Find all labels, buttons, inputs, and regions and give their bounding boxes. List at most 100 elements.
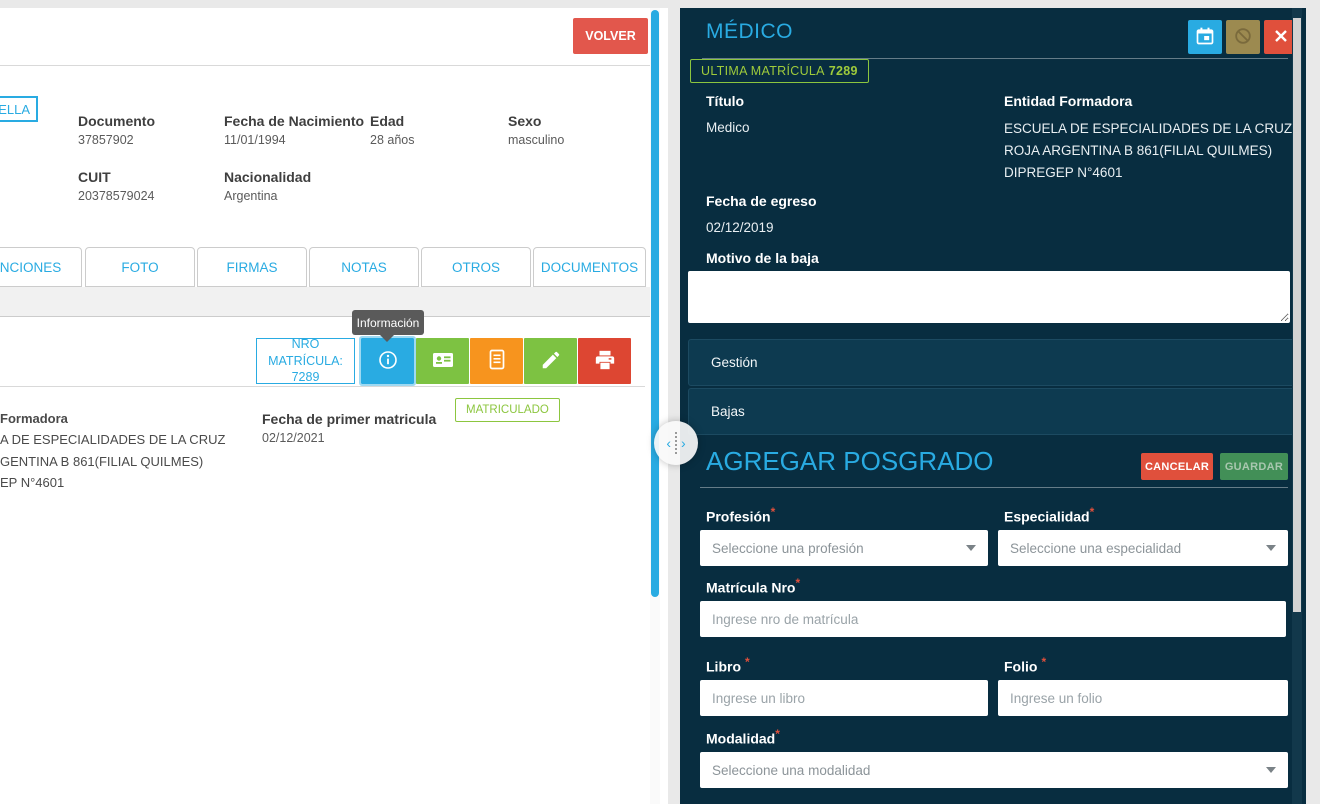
libro-input[interactable] <box>700 680 988 716</box>
pencil-icon <box>540 349 562 374</box>
entidad-lines: ESCUELA DE ESPECIALIDADES DE LA CRUZ ROJ… <box>1004 118 1292 184</box>
title-divider <box>702 58 1288 59</box>
caret-down-icon <box>1266 545 1276 551</box>
profesion-label: Profesión* <box>706 505 776 525</box>
calendar-icon <box>1195 26 1215 49</box>
documento-button[interactable] <box>470 338 523 384</box>
caret-down-icon <box>1266 767 1276 773</box>
entidad-line: ROJA ARGENTINA B 861(FILIAL QUILMES) <box>1004 143 1273 158</box>
matricula-input[interactable] <box>700 601 1286 637</box>
especialidad-select[interactable]: Seleccione una especialidad <box>998 530 1288 566</box>
section-strip <box>0 287 660 317</box>
ultima-matricula-label: ULTIMA MATRÍCULA <box>701 64 825 78</box>
credencial-button[interactable] <box>416 338 469 384</box>
status-badge: MATRICULADO <box>455 398 560 422</box>
folio-input[interactable] <box>998 680 1288 716</box>
tab-sanciones[interactable]: ANCIONES <box>0 247 82 287</box>
accordion-bajas[interactable]: Bajas <box>688 388 1296 435</box>
field-nacimiento: Fecha de Nacimiento 11/01/1994 <box>224 113 364 147</box>
form-title: AGREGAR POSGRADO <box>706 446 994 476</box>
profesion-select[interactable]: Seleccione una profesión <box>700 530 988 566</box>
matricula-label: Matrícula Nro* <box>706 576 801 596</box>
edad-label: Edad <box>370 113 405 129</box>
cuit-label: CUIT <box>78 169 111 185</box>
panel-title: MÉDICO <box>706 20 793 43</box>
nro-matricula-label: NRO MATRÍCULA: <box>268 336 343 368</box>
name-tab[interactable]: TELLA <box>0 96 38 122</box>
ban-icon <box>1233 26 1253 49</box>
document-icon <box>486 348 508 375</box>
tab-documentos[interactable]: DOCUMENTOS <box>533 247 646 287</box>
entidad-line: ESCUELA DE ESPECIALIDADES DE LA CRUZ <box>1004 121 1293 136</box>
right-panel: MÉDICO ULTIMA MATRÍCULA 7289 Título Medic… <box>680 8 1306 804</box>
titulo-label: Título <box>706 93 745 109</box>
ban-button[interactable] <box>1226 20 1260 54</box>
documento-value: 37857902 <box>78 133 134 147</box>
libro-label: Libro * <box>706 655 750 675</box>
primer-matricula-label: Fecha de primer matricula <box>262 411 437 427</box>
form-divider <box>700 487 1288 488</box>
required-marker: * <box>1041 655 1047 669</box>
profesion-select-value: Seleccione una profesión <box>712 540 864 556</box>
edad-value: 28 años <box>370 133 415 147</box>
entidad-line: DIPREGEP N°4601 <box>1004 165 1123 180</box>
tab-otros[interactable]: OTROS <box>421 247 531 287</box>
ultima-matricula-number: 7289 <box>828 64 858 78</box>
entidad-label: Entidad Formadora <box>1004 93 1133 109</box>
sexo-value: masculino <box>508 133 565 147</box>
nro-matricula-number: 7289 <box>291 370 320 385</box>
guardar-button[interactable]: GUARDAR <box>1220 453 1288 480</box>
documento-label: Documento <box>78 113 155 129</box>
tooltip-informacion: Información <box>352 310 424 335</box>
ultima-matricula-badge: ULTIMA MATRÍCULA 7289 <box>690 59 869 83</box>
folio-label: Folio * <box>1004 655 1047 675</box>
egreso-label: Fecha de egreso <box>706 193 817 209</box>
especialidad-label: Especialidad* <box>1004 505 1095 525</box>
field-sexo: Sexo masculino <box>508 113 564 147</box>
tab-notas[interactable]: NOTAS <box>309 247 419 287</box>
imprimir-button[interactable] <box>578 338 631 384</box>
header-divider <box>0 65 660 66</box>
right-scrollbar-thumb[interactable] <box>1293 18 1301 612</box>
required-marker: * <box>795 576 801 590</box>
sexo-label: Sexo <box>508 113 542 129</box>
field-primer-matricula: Fecha de primer matricula 02/12/2021 <box>262 411 436 445</box>
cancelar-button[interactable]: CANCELAR <box>1141 453 1213 480</box>
formadora-line: A DE ESPECIALIDADES DE LA CRUZ <box>0 432 226 447</box>
informacion-button[interactable] <box>359 336 416 386</box>
primer-matricula-value: 02/12/2021 <box>262 431 325 445</box>
required-marker: * <box>745 655 750 669</box>
field-documento: Documento 37857902 <box>78 113 155 147</box>
required-marker: * <box>1089 505 1095 519</box>
nacionalidad-label: Nacionalidad <box>224 169 312 185</box>
printer-icon <box>594 349 616 374</box>
volver-button[interactable]: VOLVER <box>573 18 648 54</box>
egreso-value: 02/12/2019 <box>706 220 774 235</box>
tab-firmas[interactable]: FIRMAS <box>197 247 307 287</box>
tab-foto[interactable]: FOTO <box>85 247 195 287</box>
left-panel: VOLVER TELLA Documento 37857902 Fecha de… <box>0 8 668 804</box>
chevron-left-icon: ‹ <box>666 435 671 451</box>
accordion-gestion[interactable]: Gestión <box>688 339 1296 386</box>
required-marker: * <box>775 727 780 741</box>
nacionalidad-value: Argentina <box>224 189 278 203</box>
formadora-label: Formadora <box>0 411 68 426</box>
formadora-line: EP N°4601 <box>0 475 65 490</box>
drag-dots-icon <box>675 432 677 454</box>
info-icon <box>377 349 399 374</box>
field-nacionalidad: Nacionalidad Argentina <box>224 169 311 203</box>
motivo-textarea[interactable] <box>688 271 1290 323</box>
chevron-right-icon: › <box>681 435 686 451</box>
caret-down-icon <box>966 545 976 551</box>
calendar-button[interactable] <box>1188 20 1222 54</box>
editar-button[interactable] <box>524 338 577 384</box>
modalidad-select[interactable]: Seleccione una modalidad <box>700 752 1288 788</box>
modalidad-select-value: Seleccione una modalidad <box>712 762 871 778</box>
cuit-value: 20378579024 <box>78 189 155 203</box>
panel-splitter-handle[interactable]: ‹ › <box>654 421 698 465</box>
titulo-value: Medico <box>706 120 750 135</box>
field-cuit: CUIT 20378579024 <box>78 169 154 203</box>
left-scrollbar-thumb[interactable] <box>651 10 659 597</box>
modalidad-label: Modalidad* <box>706 727 780 747</box>
